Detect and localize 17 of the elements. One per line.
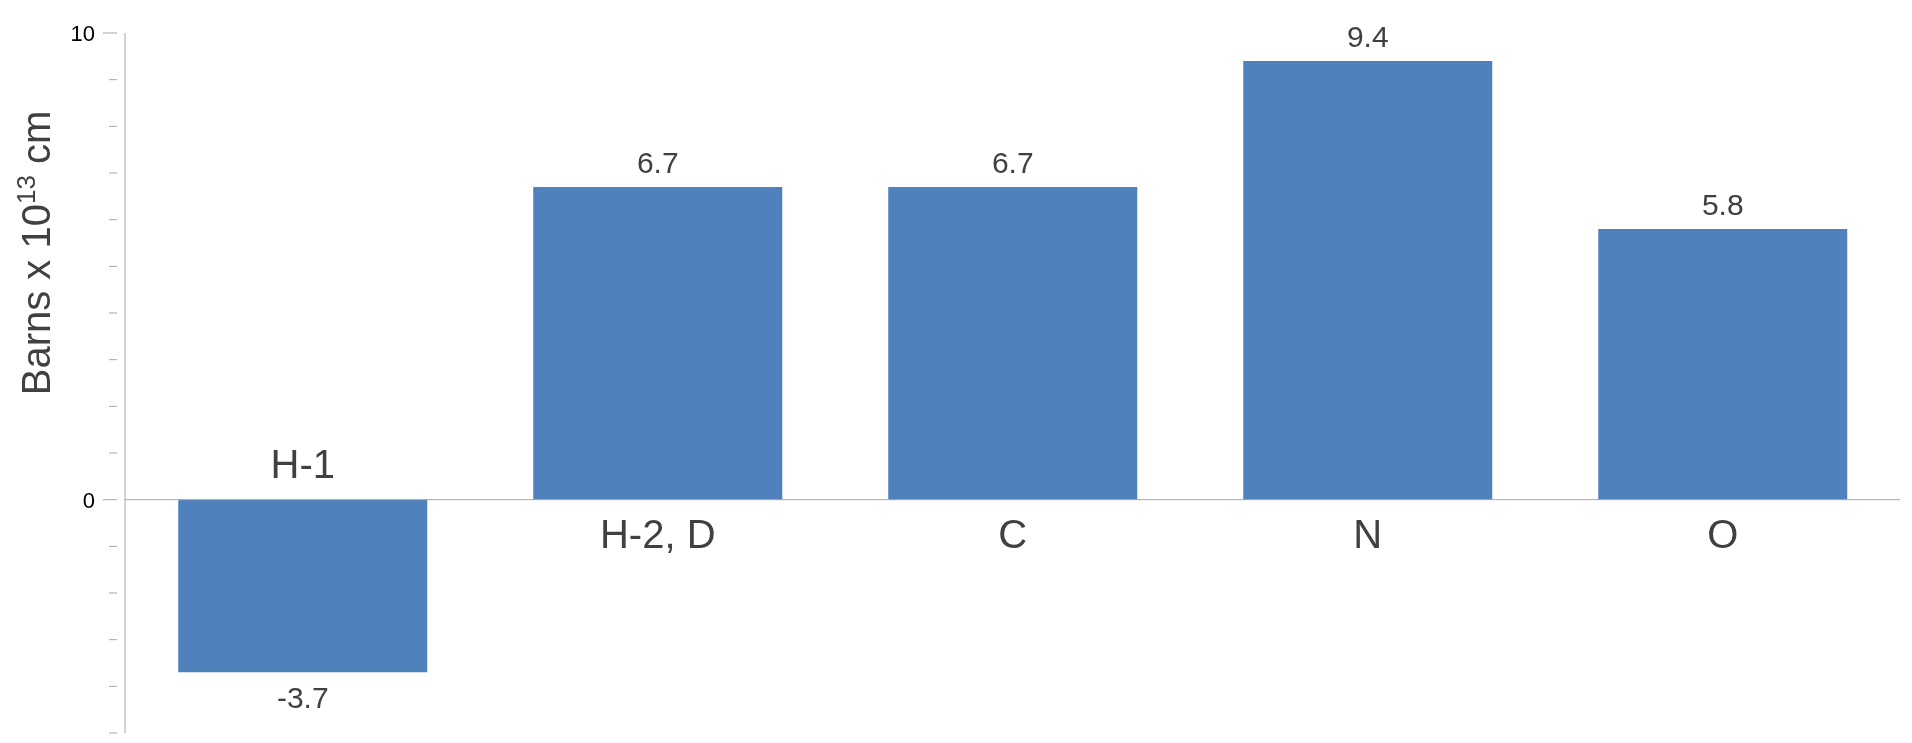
data-label: 5.8 (1701, 188, 1744, 221)
x-tick-label: O (1707, 511, 1739, 556)
bar (533, 187, 783, 500)
x-tick-label: H-1 (270, 441, 335, 486)
x-tick-label: N (1353, 511, 1383, 556)
y-tick-label: 10 (70, 21, 95, 46)
bar (888, 187, 1138, 500)
data-label: -3.7 (276, 681, 329, 715)
bar (178, 499, 428, 673)
data-label: 6.7 (991, 146, 1034, 179)
x-tick-label: C (998, 511, 1028, 556)
bar (1598, 229, 1848, 500)
x-tick-label: H-2, D (599, 511, 716, 556)
data-label: 9.4 (1346, 20, 1389, 53)
y-tick-label: 0 (82, 487, 95, 513)
data-label: 6.7 (636, 146, 679, 179)
bar (1243, 61, 1493, 500)
